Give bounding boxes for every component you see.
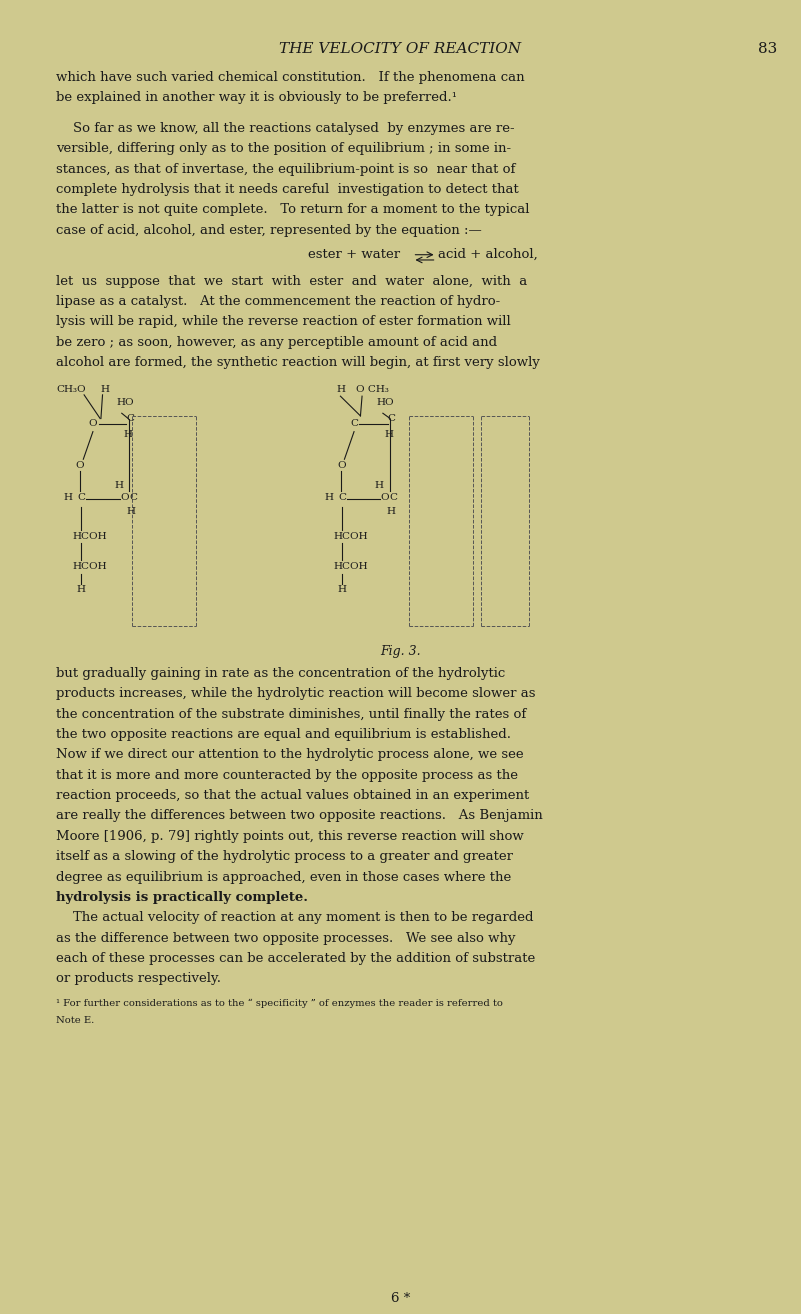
Text: ester + water: ester + water: [308, 248, 400, 261]
Text: as the difference between two opposite processes.   We see also why: as the difference between two opposite p…: [56, 932, 516, 945]
Text: versible, differing only as to the position of equilibrium ; in some in-: versible, differing only as to the posit…: [56, 142, 511, 155]
Text: C: C: [388, 414, 396, 423]
Text: H: H: [100, 385, 109, 394]
Text: H: H: [386, 507, 396, 516]
Text: The actual velocity of reaction at any moment is then to be regarded: The actual velocity of reaction at any m…: [56, 912, 533, 924]
Text: Moore [1906, p. 79] rightly points out, this reverse reaction will show: Moore [1906, p. 79] rightly points out, …: [56, 830, 524, 842]
Text: CH₃O: CH₃O: [56, 385, 86, 394]
Text: 83: 83: [758, 42, 777, 57]
Text: the latter is not quite complete.   To return for a moment to the typical: the latter is not quite complete. To ret…: [56, 204, 529, 217]
Text: be explained in another way it is obviously to be preferred.¹: be explained in another way it is obviou…: [56, 92, 457, 104]
Text: O: O: [89, 419, 97, 428]
Text: H: H: [324, 493, 333, 502]
Text: C: C: [127, 414, 135, 423]
Text: alcohol are formed, the synthetic reaction will begin, at first very slowly: alcohol are formed, the synthetic reacti…: [56, 356, 540, 369]
Text: H: H: [375, 481, 384, 490]
Text: HCOH: HCOH: [333, 532, 368, 541]
Text: that it is more and more counteracted by the opposite process as the: that it is more and more counteracted by…: [56, 769, 518, 782]
Text: C: C: [129, 493, 137, 502]
Text: H: H: [384, 430, 394, 439]
Text: HCOH: HCOH: [72, 532, 107, 541]
Text: HCOH: HCOH: [72, 562, 107, 572]
Text: HCOH: HCOH: [333, 562, 368, 572]
Text: acid + alcohol,: acid + alcohol,: [438, 248, 538, 261]
Text: let  us  suppose  that  we  start  with  ester  and  water  alone,  with  a: let us suppose that we start with ester …: [56, 275, 527, 288]
Text: H: H: [337, 585, 347, 594]
Text: lysis will be rapid, while the reverse reaction of ester formation will: lysis will be rapid, while the reverse r…: [56, 315, 511, 328]
Text: O: O: [380, 493, 389, 502]
Text: reaction proceeds, so that the actual values obtained in an experiment: reaction proceeds, so that the actual va…: [56, 790, 529, 802]
Text: but gradually gaining in rate as the concentration of the hydrolytic: but gradually gaining in rate as the con…: [56, 668, 505, 679]
Text: So far as we know, all the reactions catalysed  by enzymes are re-: So far as we know, all the reactions cat…: [56, 122, 515, 135]
Text: Now if we direct our attention to the hydrolytic process alone, we see: Now if we direct our attention to the hy…: [56, 749, 524, 761]
Text: lipase as a catalyst.   At the commencement the reaction of hydro-: lipase as a catalyst. At the commencemen…: [56, 294, 501, 307]
Text: case of acid, alcohol, and ester, represented by the equation :—: case of acid, alcohol, and ester, repres…: [56, 223, 482, 237]
Text: are really the differences between two opposite reactions.   As Benjamin: are really the differences between two o…: [56, 809, 543, 823]
Text: THE VELOCITY OF REACTION: THE VELOCITY OF REACTION: [280, 42, 521, 57]
Text: H: H: [336, 385, 345, 394]
Text: ¹ For further considerations as to the “ specificity ” of enzymes the reader is : ¹ For further considerations as to the “…: [56, 999, 503, 1008]
Text: HO: HO: [116, 398, 134, 407]
Text: C: C: [339, 493, 347, 502]
Text: or products respectively.: or products respectively.: [56, 972, 221, 986]
Text: H: H: [76, 585, 86, 594]
Text: O: O: [120, 493, 129, 502]
Text: Note E.: Note E.: [56, 1016, 95, 1025]
Text: HO: HO: [376, 398, 394, 407]
Text: H: H: [123, 430, 133, 439]
Text: each of these processes can be accelerated by the addition of substrate: each of these processes can be accelerat…: [56, 953, 535, 964]
Text: H: H: [115, 481, 123, 490]
Text: C: C: [350, 419, 358, 428]
Text: Fig. 3.: Fig. 3.: [380, 644, 421, 657]
Text: C: C: [389, 493, 397, 502]
Text: 6 *: 6 *: [391, 1292, 410, 1305]
Text: be zero ; as soon, however, as any perceptible amount of acid and: be zero ; as soon, however, as any perce…: [56, 335, 497, 348]
Text: products increases, while the hydrolytic reaction will become slower as: products increases, while the hydrolytic…: [56, 687, 536, 700]
Text: H: H: [126, 507, 135, 516]
Text: H: H: [63, 493, 72, 502]
Text: degree as equilibrium is approached, even in those cases where the: degree as equilibrium is approached, eve…: [56, 871, 511, 883]
Text: complete hydrolysis that it needs careful  investigation to detect that: complete hydrolysis that it needs carefu…: [56, 183, 519, 196]
Text: O CH₃: O CH₃: [356, 385, 389, 394]
Text: O: O: [76, 461, 84, 470]
Text: the two opposite reactions are equal and equilibrium is established.: the two opposite reactions are equal and…: [56, 728, 511, 741]
Text: O: O: [337, 461, 345, 470]
Text: the concentration of the substrate diminishes, until finally the rates of: the concentration of the substrate dimin…: [56, 708, 526, 720]
Text: stances, as that of invertase, the equilibrium-point is so  near that of: stances, as that of invertase, the equil…: [56, 163, 516, 176]
Text: hydrolysis is practically complete.: hydrolysis is practically complete.: [56, 891, 308, 904]
Text: itself as a slowing of the hydrolytic process to a greater and greater: itself as a slowing of the hydrolytic pr…: [56, 850, 513, 863]
Text: which have such varied chemical constitution.   If the phenomena can: which have such varied chemical constitu…: [56, 71, 525, 84]
Text: C: C: [78, 493, 86, 502]
